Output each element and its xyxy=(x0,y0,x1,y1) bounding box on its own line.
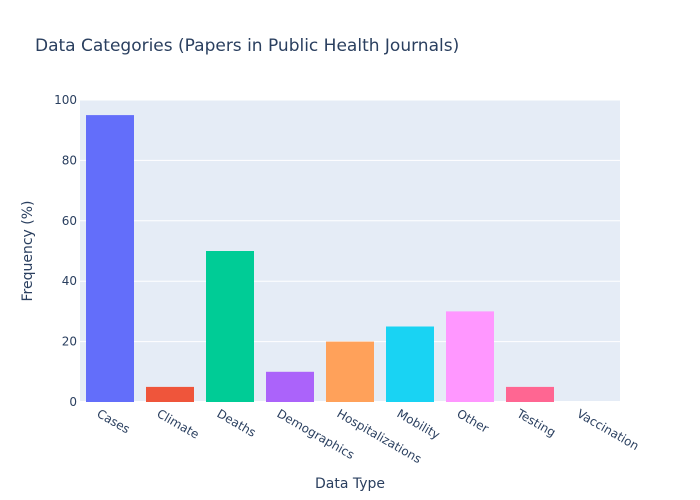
bars xyxy=(86,115,554,402)
x-tick-label: Vaccination xyxy=(575,406,642,453)
bar-other xyxy=(446,311,494,402)
bar-cases xyxy=(86,115,134,402)
x-tick-label: Deaths xyxy=(215,406,259,439)
chart-title: Data Categories (Papers in Public Health… xyxy=(35,36,459,56)
x-tick-label: Mobility xyxy=(395,406,443,442)
x-axis-ticks: Cases Climate Deaths DemographicsHospitaliz… xyxy=(95,406,642,466)
y-tick-label: 60 xyxy=(62,214,77,228)
y-tick-label: 0 xyxy=(69,395,77,409)
bar-demographics xyxy=(266,371,314,402)
x-axis-title: Data Type xyxy=(315,476,385,492)
x-tick-label: Testing xyxy=(514,406,558,440)
y-tick-label: 40 xyxy=(62,274,77,288)
x-tick-label: Climate xyxy=(155,406,202,441)
y-axis-ticks: 0 20 40 60 80 100 xyxy=(54,93,77,409)
bar-mobility xyxy=(386,326,434,402)
y-axis-title: Frequency (%) xyxy=(20,200,36,301)
x-tick-label: Other xyxy=(455,406,492,435)
bar-testing xyxy=(506,386,554,402)
bar-climate xyxy=(146,386,194,402)
bar-hospitalizations xyxy=(326,341,374,402)
y-tick-label: 100 xyxy=(54,93,77,107)
y-tick-label: 20 xyxy=(62,335,77,349)
bar-deaths xyxy=(206,251,254,402)
y-tick-label: 80 xyxy=(62,153,77,167)
x-tick-label: Cases xyxy=(95,406,133,436)
